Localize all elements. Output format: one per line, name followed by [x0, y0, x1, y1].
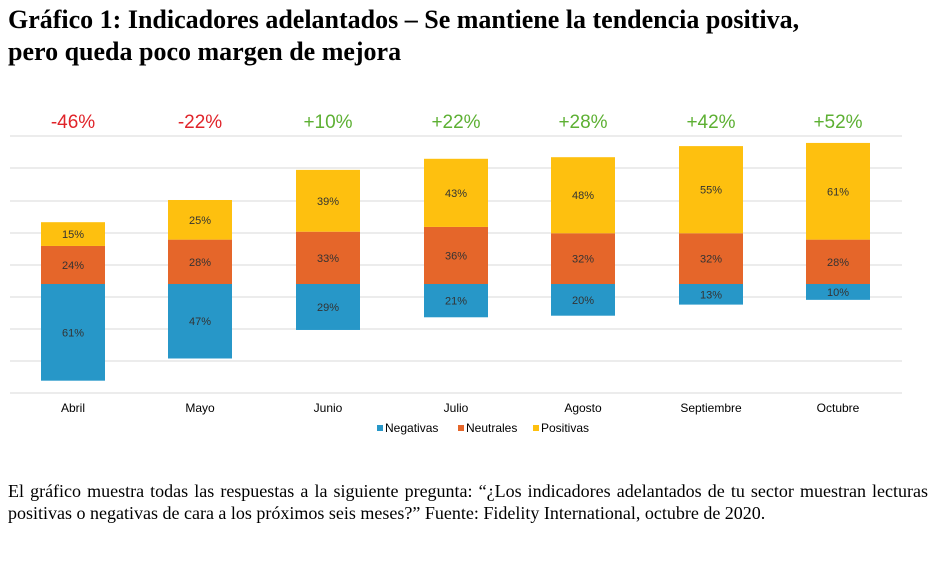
data-label-positivas: 48%: [572, 190, 594, 202]
data-label-positivas: 61%: [827, 186, 849, 198]
data-label-positivas: 25%: [189, 215, 211, 227]
legend: Negativas Neutrales Positivas: [377, 421, 589, 435]
bar-neutrales: [168, 239, 232, 284]
category-label: Junio: [314, 401, 343, 415]
data-label-negativas: 20%: [572, 295, 594, 307]
data-label-negativas: 13%: [700, 289, 722, 301]
bar-negativas: [679, 284, 743, 305]
data-label-positivas: 15%: [62, 229, 84, 241]
bar-positivas: [296, 169, 360, 232]
data-label-negativas: 10%: [827, 287, 849, 299]
data-labels: 61% 24% 15% 47% 28% 25% 29% 33% 39% 21% 36% 43% 20% 3…: [62, 185, 849, 340]
data-label-neutrales: 24%: [62, 260, 84, 272]
legend-label-negativas: Negativas: [385, 421, 438, 435]
data-label-neutrales: 32%: [572, 254, 594, 266]
legend-label-positivas: Positivas: [541, 421, 589, 435]
bar-positivas: [41, 222, 105, 246]
data-label-negativas: 61%: [62, 327, 84, 339]
bar-positivas: [424, 158, 488, 227]
category-labels: Abril Mayo Junio Julio Agosto Septiembre Octub…: [61, 401, 860, 415]
bar-negativas: [296, 284, 360, 330]
bar-positivas: [551, 157, 615, 234]
stacked-bar-chart: 61% 24% 15% 47% 28% 25% 29% 33% 39% 21% 36% 43% 20% 3…: [10, 112, 902, 435]
bar-neutrales: [679, 233, 743, 284]
net-balance-labels: -46% -22% +10% +22% +28% +42% +52%: [51, 112, 863, 133]
data-label-positivas: 39%: [317, 196, 339, 208]
net-balance-label: +28%: [558, 112, 607, 133]
legend-swatch-negativas: [377, 425, 383, 431]
data-label-negativas: 47%: [189, 316, 211, 328]
data-label-negativas: 29%: [317, 302, 339, 314]
bar-positivas: [168, 199, 232, 240]
bar-neutrales: [806, 239, 870, 284]
data-label-neutrales: 33%: [317, 253, 339, 265]
category-label: Julio: [444, 401, 469, 415]
net-balance-label: -22%: [178, 112, 222, 133]
data-label-positivas: 55%: [700, 185, 722, 197]
category-label: Abril: [61, 401, 85, 415]
data-label-neutrales: 32%: [700, 254, 722, 266]
category-label: Septiembre: [680, 401, 742, 415]
data-label-negativas: 21%: [445, 296, 467, 308]
bar-negativas: [41, 284, 105, 381]
net-balance-label: -46%: [51, 112, 95, 133]
data-label-neutrales: 36%: [445, 250, 467, 262]
legend-label-neutrales: Neutrales: [466, 421, 517, 435]
category-label: Agosto: [564, 401, 602, 415]
data-label-neutrales: 28%: [827, 257, 849, 269]
bar-negativas: [168, 284, 232, 359]
bar-positivas: [806, 142, 870, 240]
bars: [41, 142, 870, 381]
bar-neutrales: [296, 231, 360, 284]
data-label-positivas: 43%: [445, 188, 467, 200]
bar-neutrales: [424, 226, 488, 284]
net-balance-label: +22%: [431, 112, 480, 133]
bar-neutrales: [551, 233, 615, 284]
title-line-2: pero queda poco margen de mejora: [8, 37, 402, 66]
net-balance-label: +42%: [686, 112, 735, 133]
bar-negativas: [424, 284, 488, 318]
category-label: Octubre: [817, 401, 860, 415]
title-line-1: Gráfico 1: Indicadores adelantados – Se …: [8, 5, 800, 34]
bar-negativas: [806, 284, 870, 300]
bar-neutrales: [41, 245, 105, 284]
bar-negativas: [551, 284, 615, 316]
bar-positivas: [679, 146, 743, 234]
chart-title: Gráfico 1: Indicadores adelantados – Se …: [8, 4, 928, 68]
net-balance-label: +52%: [813, 112, 862, 133]
category-label: Mayo: [185, 401, 215, 415]
chart-caption: El gráfico muestra todas las respuestas …: [8, 481, 928, 523]
legend-swatch-positivas: [533, 425, 539, 431]
net-balance-label: +10%: [303, 112, 352, 133]
legend-swatch-neutrales: [458, 425, 464, 431]
data-label-neutrales: 28%: [189, 257, 211, 269]
